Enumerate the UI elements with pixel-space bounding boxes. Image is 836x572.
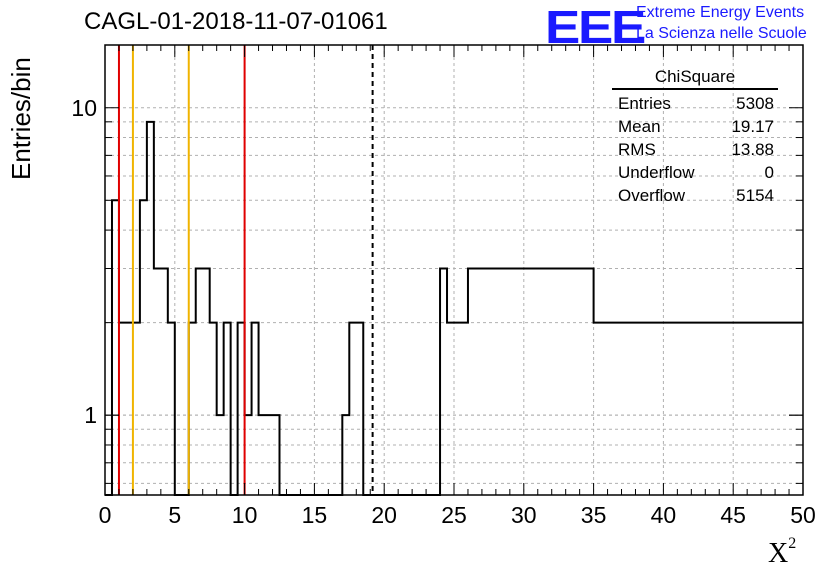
stats-row-overflow: Overflow 5154 xyxy=(612,184,778,207)
eee-logo: EEE xyxy=(545,1,646,53)
stats-value: 0 xyxy=(764,163,774,182)
stats-value: 5308 xyxy=(736,94,774,113)
stats-value: 5154 xyxy=(736,186,774,205)
y-axis-label: Entries/bin xyxy=(6,57,36,180)
org-name-line2: La Scienza nelle Scuole xyxy=(636,25,807,42)
x-tick-label: 0 xyxy=(99,502,112,528)
x-tick-label: 10 xyxy=(232,502,258,528)
stats-row-rms: RMS 13.88 xyxy=(612,138,778,161)
stats-label: Entries xyxy=(618,94,671,113)
stats-title: ChiSquare xyxy=(612,66,778,90)
x-tick-label: 35 xyxy=(581,502,607,528)
x-axis-label-text: X xyxy=(768,538,789,569)
stats-row-underflow: Underflow 0 xyxy=(612,161,778,184)
chart-title: CAGL-01-2018-11-07-01061 xyxy=(84,8,388,35)
y-tick-label: 1 xyxy=(84,402,97,428)
x-tick-label: 5 xyxy=(168,502,181,528)
x-axis-label: X2 xyxy=(768,534,797,570)
y-tick-label: 10 xyxy=(71,95,97,121)
x-tick-label: 50 xyxy=(790,502,816,528)
stats-label: RMS xyxy=(618,140,656,159)
x-tick-label: 40 xyxy=(651,502,677,528)
x-tick-label: 25 xyxy=(441,502,467,528)
x-tick-label: 20 xyxy=(371,502,397,528)
x-tick-label: 15 xyxy=(302,502,328,528)
x-tick-label: 45 xyxy=(720,502,746,528)
stats-row-mean: Mean 19.17 xyxy=(612,115,778,138)
x-tick-label: 30 xyxy=(511,502,537,528)
stats-value: 19.17 xyxy=(731,117,774,136)
stats-label: Overflow xyxy=(618,186,686,205)
stats-row-entries: Entries 5308 xyxy=(612,92,778,115)
stats-box: ChiSquare Entries 5308 Mean 19.17 RMS 13… xyxy=(612,66,778,207)
x-axis-label-superscript: 2 xyxy=(788,534,797,552)
stats-label: Underflow xyxy=(618,163,695,182)
stats-value: 13.88 xyxy=(731,140,774,159)
org-name-line1: Extreme Energy Events xyxy=(636,4,805,21)
stats-label: Mean xyxy=(618,117,661,136)
